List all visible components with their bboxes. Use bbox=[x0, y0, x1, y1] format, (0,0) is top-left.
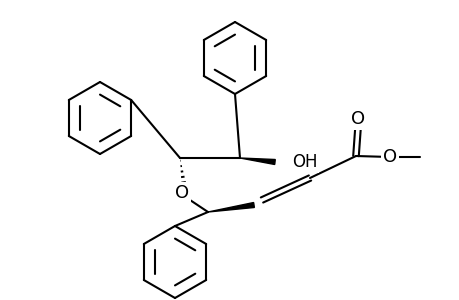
Polygon shape bbox=[240, 158, 274, 164]
Text: O: O bbox=[174, 184, 189, 202]
Text: OH: OH bbox=[291, 153, 317, 171]
Polygon shape bbox=[207, 202, 254, 212]
Text: O: O bbox=[382, 148, 396, 166]
Text: O: O bbox=[350, 110, 364, 128]
